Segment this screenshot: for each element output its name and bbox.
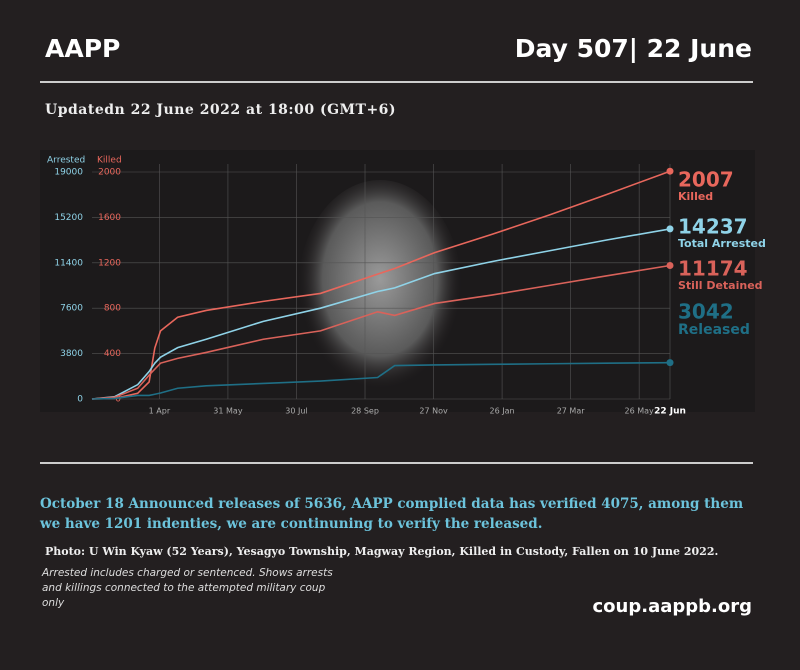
series-name-label: Still Detained (678, 279, 763, 292)
series-name-label: Killed (678, 190, 713, 203)
y-axis-label: Arrested (47, 156, 85, 166)
y2-axis-label: Killed (97, 156, 122, 166)
end-value-label: 11174 (678, 257, 748, 281)
series-line (91, 228, 671, 400)
end-value-label: 14237 (678, 215, 748, 239)
end-marker (666, 262, 674, 270)
x-tick-label: 22 Jun (654, 407, 686, 417)
x-tick-label: 26 Jan (490, 407, 515, 416)
y-tick-label: 11400 (54, 258, 83, 268)
y2-tick-label: 400 (104, 349, 121, 359)
y-tick-label: 3800 (60, 349, 83, 359)
series-line (91, 361, 671, 400)
x-tick-label: 30 Jul (285, 407, 307, 416)
series-line (91, 170, 671, 400)
y-tick-label: 7600 (60, 304, 83, 314)
y-tick-label: 15200 (54, 213, 83, 223)
end-marker (666, 359, 674, 367)
day-label: Day 507| 22 June (514, 34, 752, 63)
y2-tick-label: 1200 (98, 258, 121, 268)
brand-title: AAPP (45, 34, 121, 63)
x-tick-label: 31 May (213, 407, 243, 416)
x-tick-label: 27 Mar (557, 407, 586, 416)
series-name-label: Released (678, 322, 750, 338)
x-tick-label: 28 Sep (351, 407, 379, 416)
series-name-label: Total Arrested (678, 237, 766, 250)
y2-tick-label: 800 (104, 304, 121, 314)
url: coup.aappb.org (592, 596, 753, 617)
y-tick-label: 19000 (54, 168, 83, 178)
y2-tick-label: 2000 (98, 168, 121, 178)
updated-text: Updatedn 22 June 2022 at 18:00 (GMT+6) (45, 102, 397, 118)
y2-tick-label: 0 (115, 395, 121, 405)
photo-caption: Photo: U Win Kyaw (52 Years), Yesagyo To… (45, 545, 719, 558)
end-value-label: 2007 (678, 168, 734, 192)
y-tick-label: 0 (77, 395, 83, 405)
note: Arrested includes charged or sentenced. … (42, 567, 333, 609)
x-tick-label: 26 May (625, 407, 655, 416)
y2-tick-label: 1600 (98, 213, 121, 223)
portrait-photo (298, 180, 462, 400)
divider (40, 462, 753, 464)
series-line (91, 264, 671, 400)
x-tick-label: 1 Apr (149, 407, 171, 416)
divider (40, 81, 753, 83)
end-value-label: 3042 (678, 300, 734, 324)
x-tick-label: 27 Nov (419, 407, 448, 416)
end-marker (666, 225, 674, 233)
end-marker (666, 167, 674, 175)
announcement: October 18 Announced releases of 5636, A… (40, 496, 744, 532)
